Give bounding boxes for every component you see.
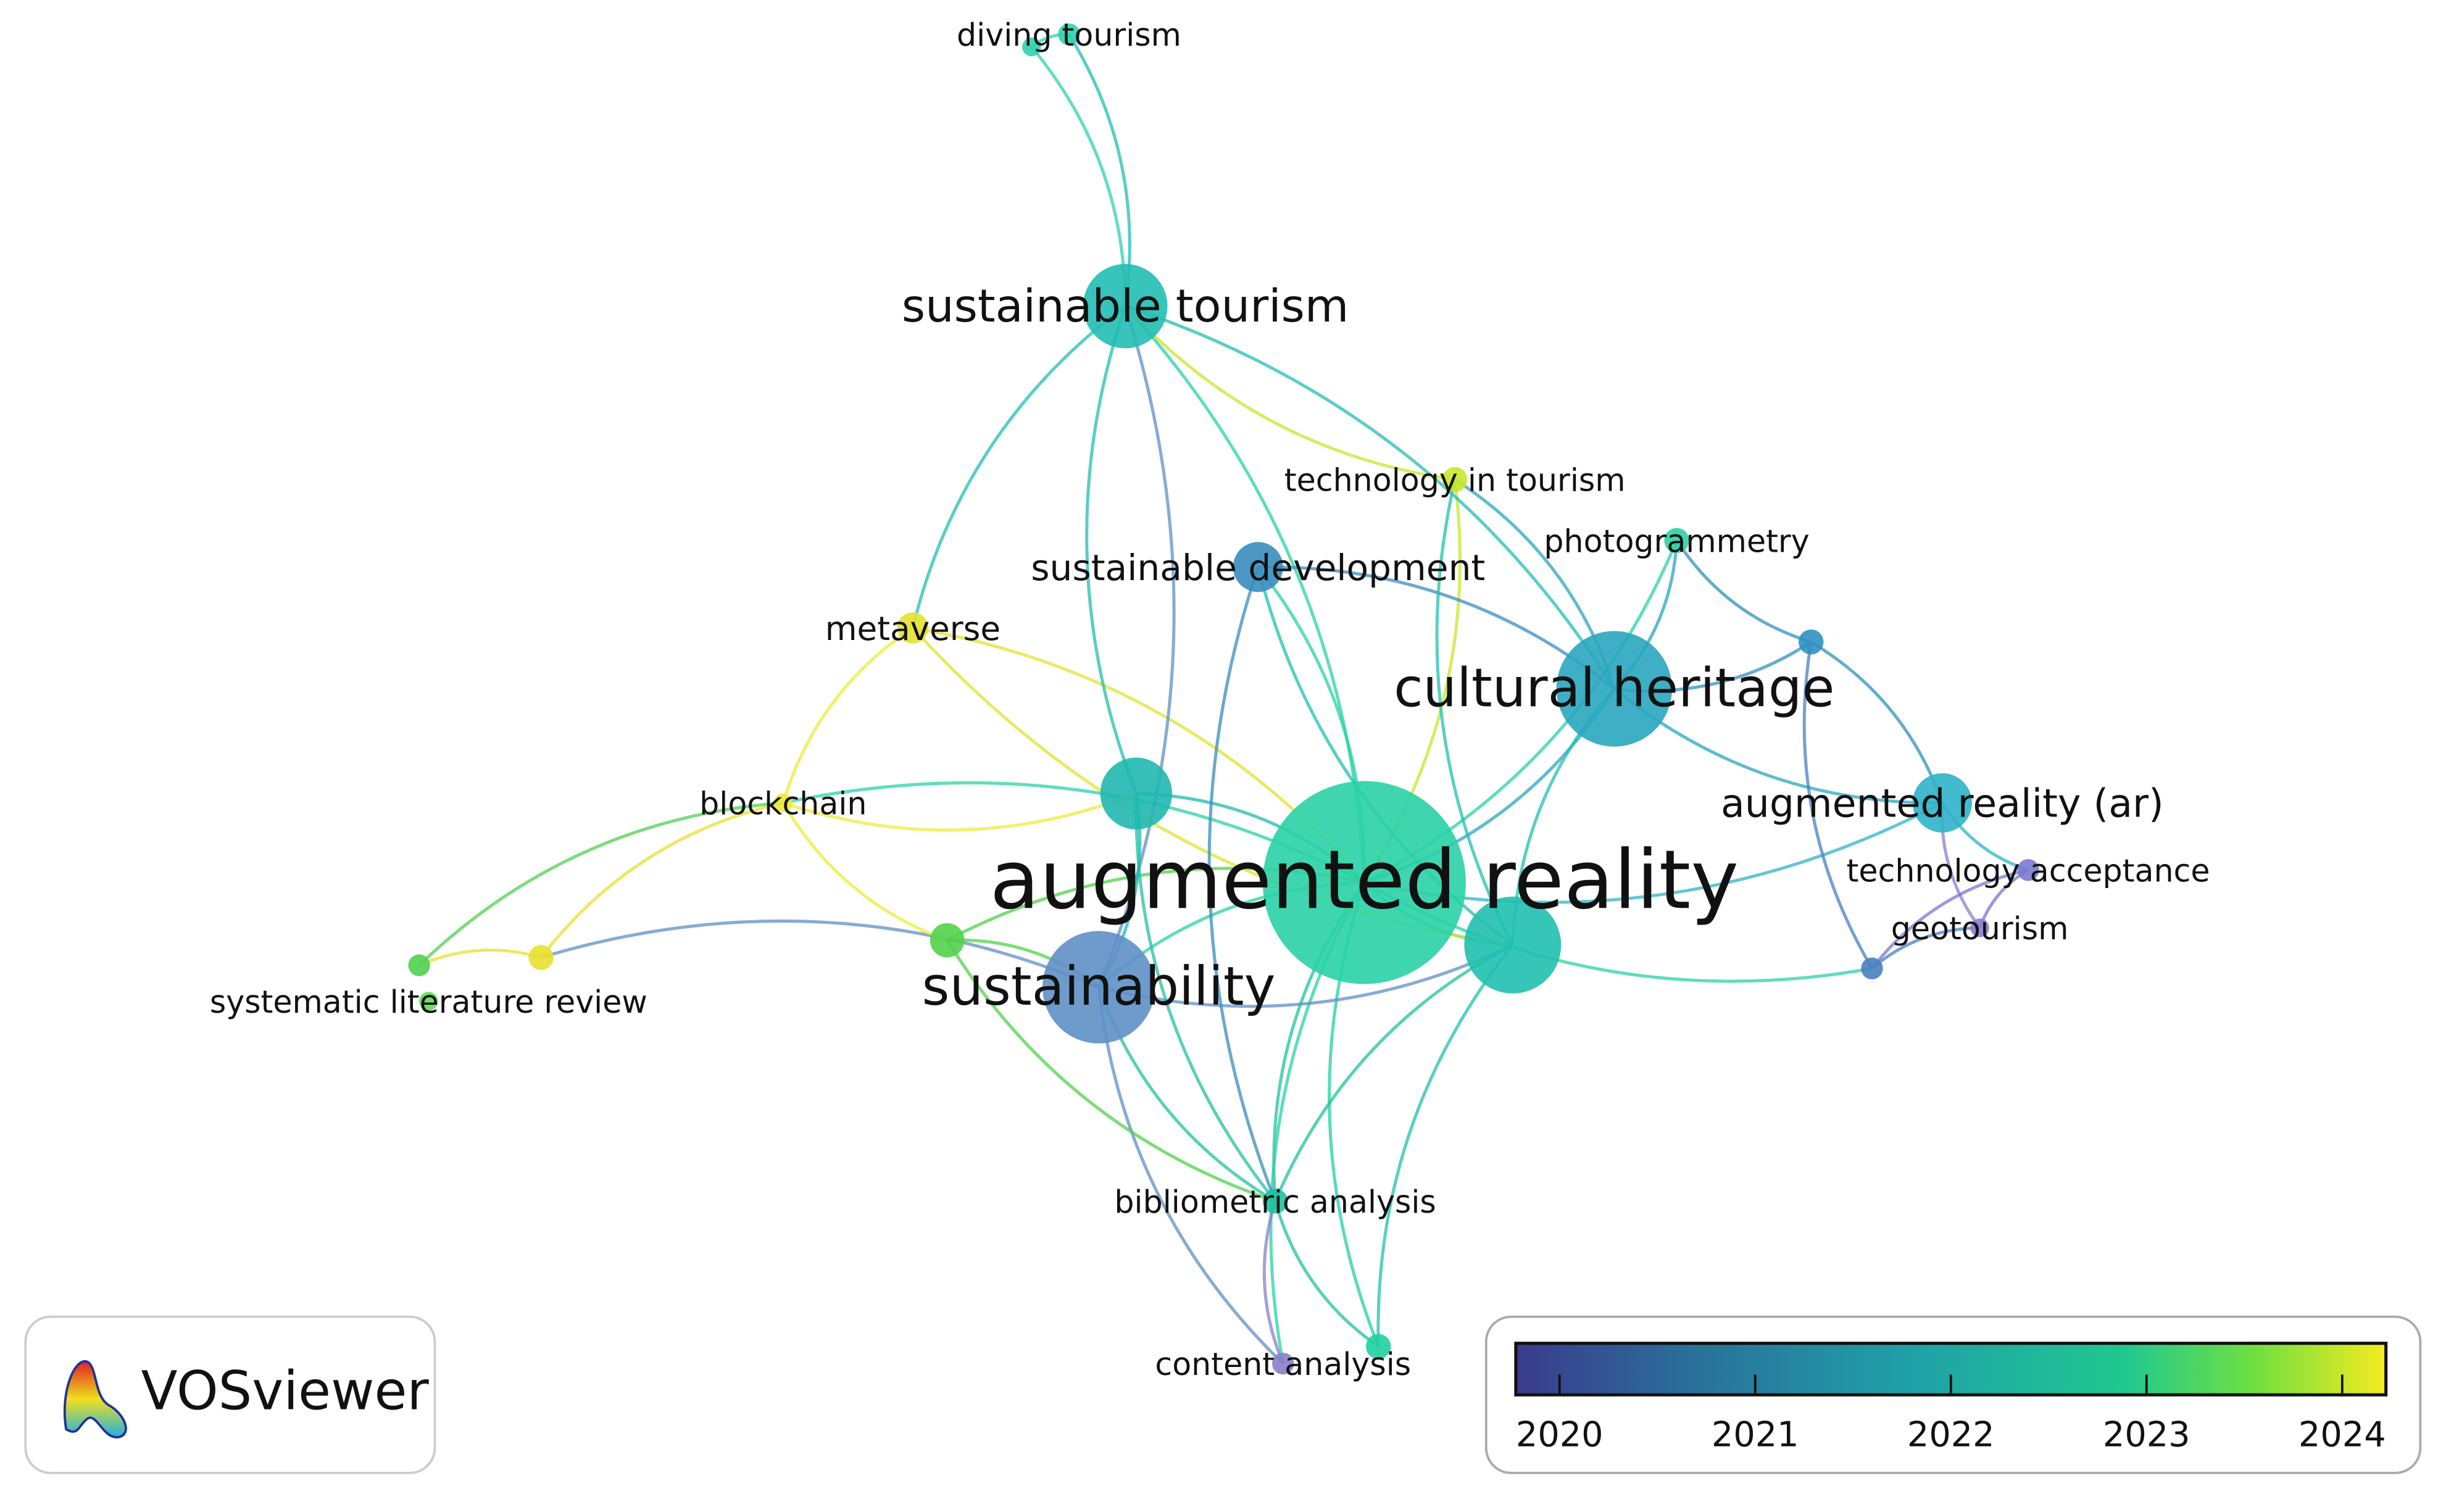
nodes — [408, 23, 2039, 1375]
edge — [1435, 479, 1515, 946]
logo-icon — [63, 1360, 127, 1439]
edge — [1097, 987, 1284, 1365]
node-label: technology in tourism — [1284, 462, 1626, 499]
edge — [1134, 793, 1277, 1202]
node-label: content analysis — [1155, 1346, 1411, 1382]
node — [1262, 781, 1466, 984]
edge — [783, 792, 1137, 832]
node-label: technology acceptance — [1847, 852, 2210, 889]
node — [1365, 1334, 1391, 1359]
node-label: augmented reality — [990, 833, 1739, 928]
node — [897, 612, 929, 644]
node-label: systematic literature review — [210, 984, 647, 1020]
node-label: geotourism — [1891, 910, 2069, 947]
node — [1022, 37, 1041, 57]
legend-tick-label: 2022 — [1907, 1415, 1995, 1455]
node — [1442, 467, 1468, 492]
node — [1272, 1352, 1294, 1375]
node — [1042, 931, 1155, 1044]
node — [1464, 896, 1562, 994]
edge — [1097, 305, 1176, 988]
node-label: sustainable development — [1031, 547, 1485, 589]
edge — [418, 948, 542, 967]
node-label: blockchain — [699, 785, 867, 821]
node — [1058, 23, 1080, 46]
node-label: bibliometric analysis — [1114, 1184, 1436, 1220]
node — [1798, 629, 1824, 655]
edge — [1675, 539, 1812, 644]
edge — [1125, 304, 1616, 690]
node — [1100, 757, 1173, 829]
node — [1912, 773, 1972, 833]
edge — [1085, 305, 1138, 794]
edge — [946, 939, 1276, 1203]
node-label: sustainable tourism — [902, 280, 1349, 333]
node-label: augmented reality (ar) — [1721, 781, 2164, 826]
edge — [1273, 944, 1513, 1202]
node — [1083, 264, 1168, 349]
edge — [539, 801, 784, 959]
node — [408, 954, 430, 976]
logo-text: VOSviewer — [141, 1361, 430, 1423]
edge — [781, 802, 948, 942]
labels: augmented reality sustainability cultural … — [210, 17, 2210, 1382]
node — [419, 992, 438, 1011]
node — [1233, 542, 1283, 592]
edge — [1098, 943, 1513, 1008]
edge — [1273, 1200, 1379, 1348]
node — [2017, 859, 2039, 881]
node — [1861, 957, 1883, 979]
node — [1262, 1189, 1288, 1214]
node — [773, 793, 793, 813]
legend-ticks: 2020 2021 2022 2023 2024 — [1516, 1374, 2386, 1455]
edge — [1124, 305, 1455, 481]
node — [930, 923, 965, 958]
logo-box — [24, 1315, 436, 1474]
edge — [1207, 566, 1277, 1202]
edge — [781, 626, 914, 804]
edge — [1802, 641, 1874, 970]
edge — [1262, 1200, 1285, 1365]
node-label: diving tourism — [957, 17, 1181, 53]
node-label: metaverse — [825, 610, 1001, 648]
edge — [1870, 868, 2029, 970]
legend-tick-label: 2021 — [1712, 1415, 1799, 1455]
edge — [1376, 944, 1514, 1347]
edge — [1871, 926, 1980, 970]
edge — [540, 919, 1100, 989]
node — [1556, 631, 1672, 747]
node-label: sustainability — [922, 956, 1276, 1018]
node-label: photogrammetry — [1544, 523, 1809, 559]
edge — [911, 305, 1126, 629]
node-label: cultural heritage — [1394, 658, 1834, 720]
legend-tick-label: 2023 — [2103, 1415, 2190, 1455]
node — [1970, 918, 1989, 937]
legend-tick-label: 2020 — [1516, 1415, 1604, 1455]
legend-tick-label: 2024 — [2299, 1415, 2386, 1455]
node — [528, 945, 554, 970]
edge — [418, 801, 784, 966]
node — [1664, 528, 1689, 553]
